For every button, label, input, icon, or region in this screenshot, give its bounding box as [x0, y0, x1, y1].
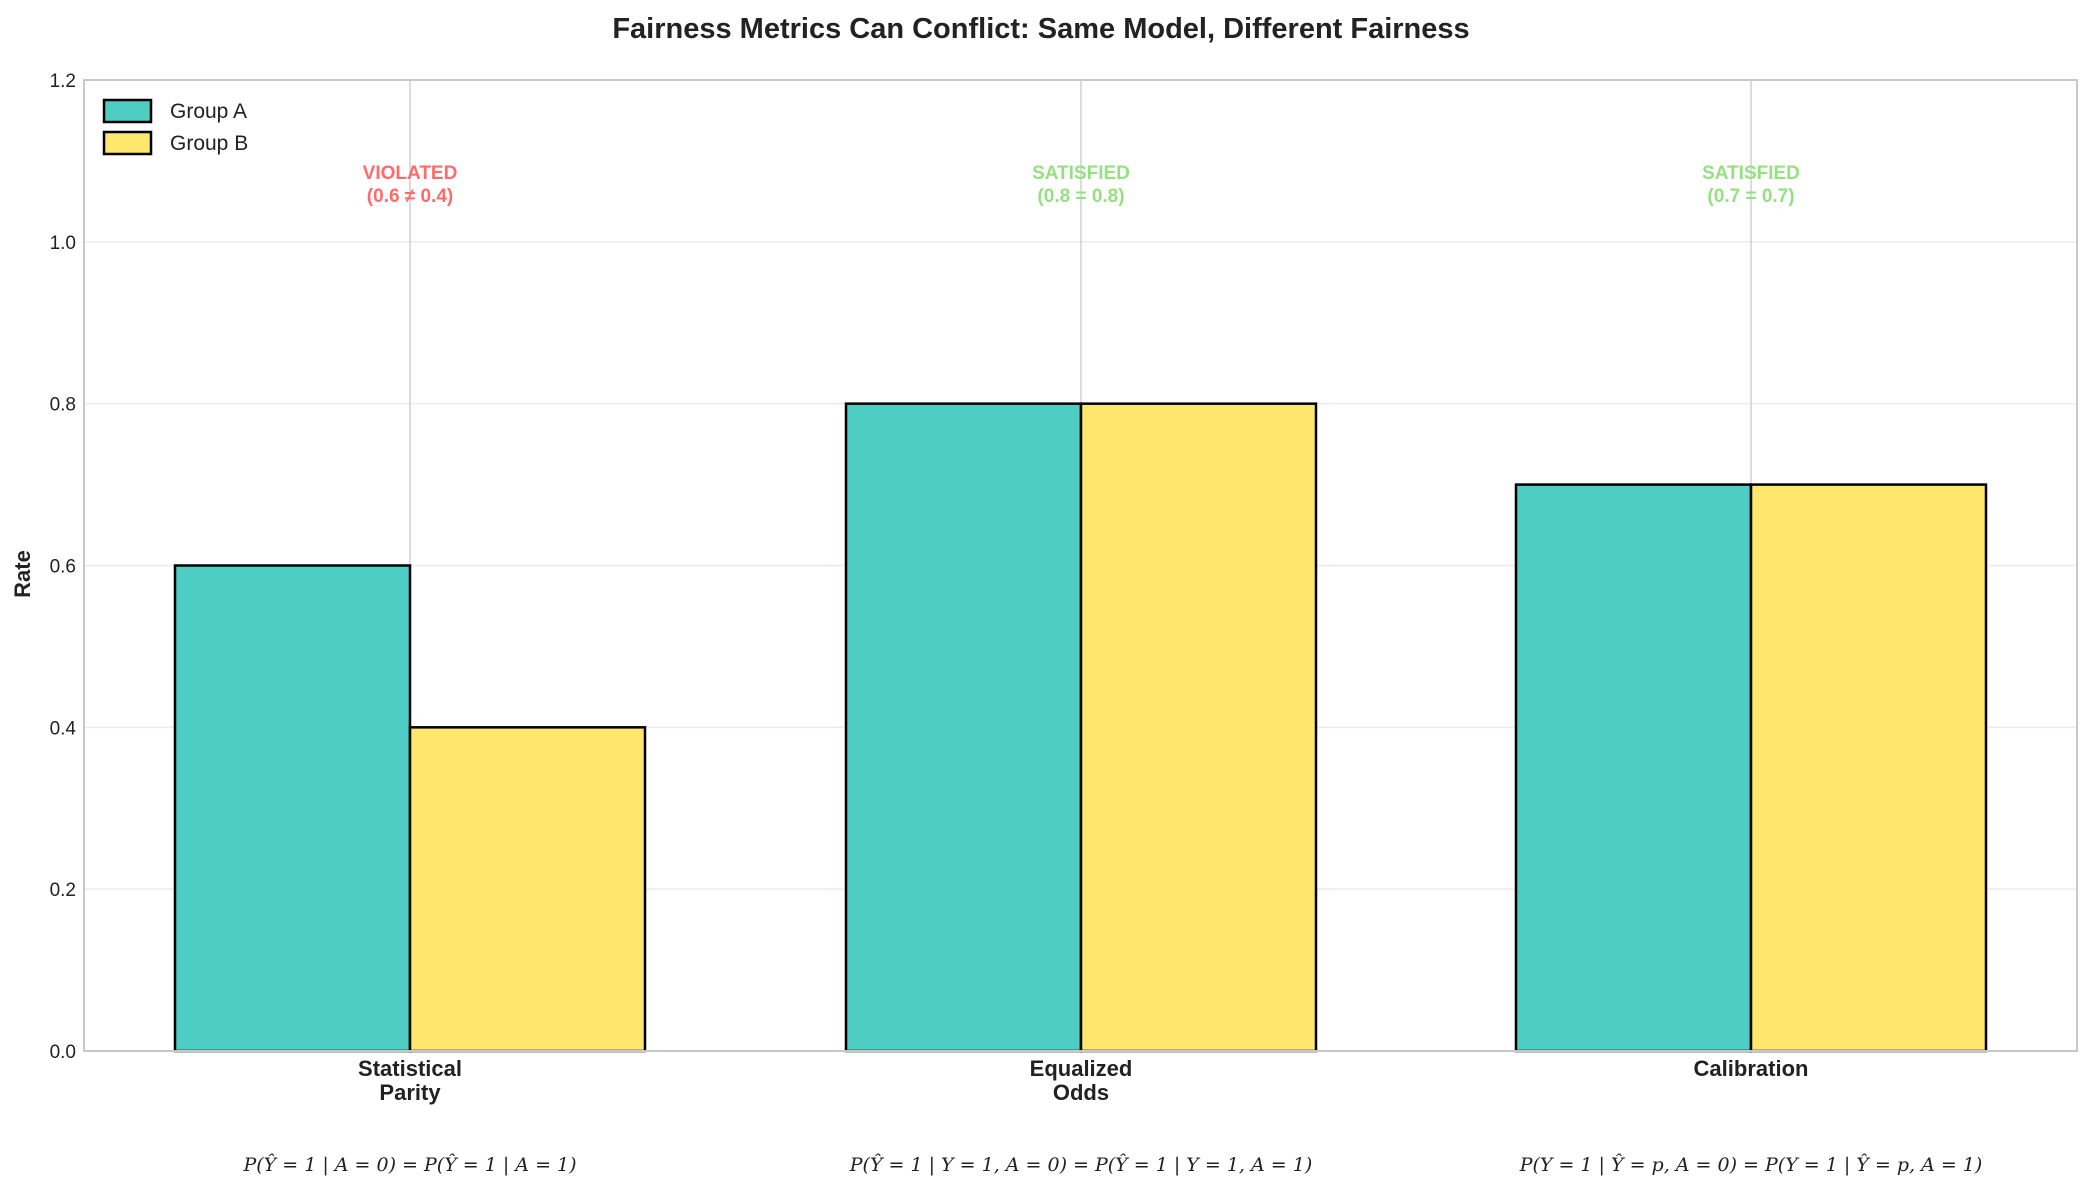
fairness-status-detail: (0.8 = 0.8): [1037, 186, 1124, 207]
y-tick-label: 0.6: [50, 557, 76, 578]
fairness-status-detail: (0.7 = 0.7): [1707, 186, 1794, 207]
legend-label: Group A: [170, 100, 247, 123]
fairness-status-detail: (0.6 ≠ 0.4): [367, 186, 453, 207]
fairness-formula: P(Ŷ = 1 | Y = 1, A = 0) = P(Ŷ = 1 | Y = …: [849, 1153, 1312, 1176]
y-tick-label: 0.4: [50, 718, 77, 739]
bar-group-b: [408, 726, 647, 1053]
category-label: Statistical: [358, 1056, 462, 1081]
legend-swatch: [102, 130, 153, 156]
bar-group-b: [1749, 483, 1988, 1053]
y-tick-label: 1.0: [50, 233, 76, 254]
bars: [173, 402, 1988, 1053]
fairness-formula: P(Y = 1 | Ŷ = p, A = 0) = P(Y = 1 | Ŷ = …: [1519, 1153, 1983, 1176]
y-ticks: 0.0 0.2 0.4 0.6 0.8 1.0 1.2: [50, 71, 77, 1063]
y-tick-label: 0.2: [50, 880, 76, 901]
bar-group-a: [173, 564, 412, 1053]
bar-group-a: [1514, 483, 1753, 1053]
bar-group-b: [1079, 402, 1318, 1053]
y-tick-label: 1.2: [50, 71, 76, 92]
y-tick-label: 0.8: [50, 395, 76, 416]
legend-swatch: [102, 98, 153, 124]
fairness-formula: P(Ŷ = 1 | A = 0) = P(Ŷ = 1 | A = 1): [242, 1153, 576, 1176]
y-axis-label: Rate: [10, 550, 35, 598]
bar-group-a: [844, 402, 1083, 1053]
plot-frame: [83, 79, 2078, 1052]
category-label: Equalized: [1030, 1056, 1133, 1081]
fairness-status: VIOLATED: [363, 163, 458, 184]
category-label: Parity: [379, 1080, 441, 1105]
y-tick-label: 0.0: [50, 1042, 76, 1063]
category-label: Calibration: [1694, 1056, 1809, 1081]
legend-label: Group B: [170, 132, 248, 155]
legend: Group A Group B: [102, 98, 248, 156]
chart-title: Fairness Metrics Can Conflict: Same Mode…: [612, 13, 1469, 45]
fairness-status: SATISFIED: [1032, 163, 1130, 184]
annotations: VIOLATED(0.6 ≠ 0.4)SATISFIED(0.8 = 0.8)S…: [363, 163, 1800, 207]
fairness-status: SATISFIED: [1702, 163, 1800, 184]
category-label: Odds: [1053, 1080, 1109, 1105]
